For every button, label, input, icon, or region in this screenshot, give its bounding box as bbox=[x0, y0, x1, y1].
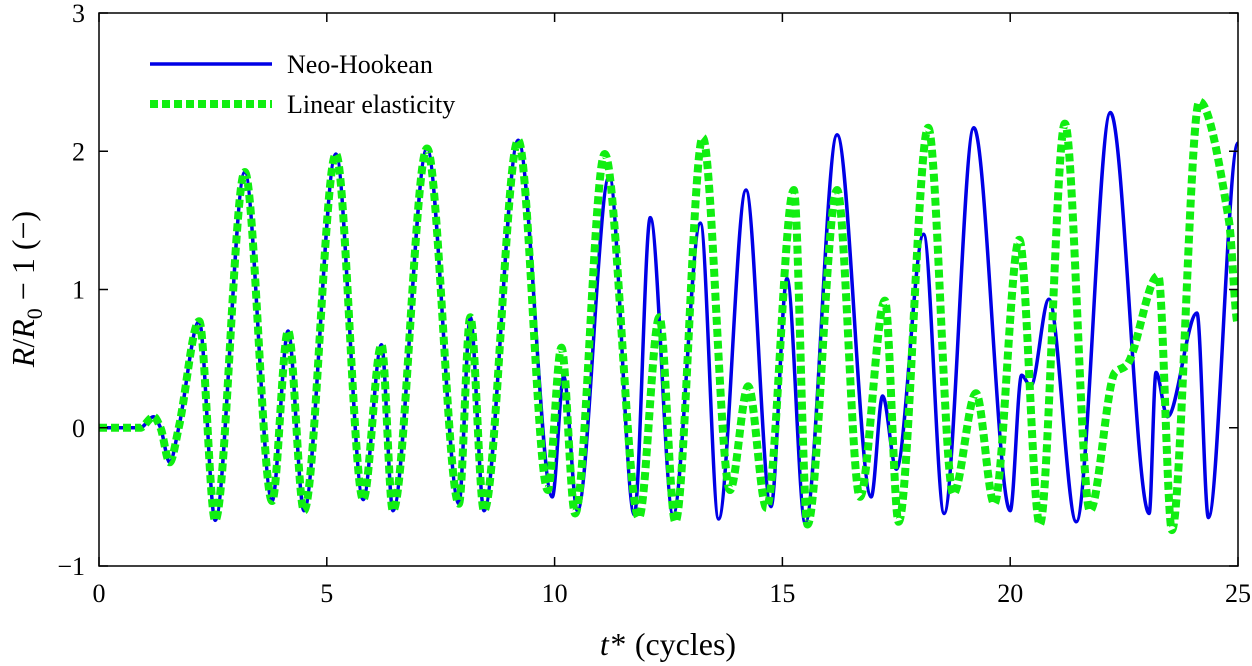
x-tick-label: 25 bbox=[1225, 579, 1251, 608]
x-axis-label: t* (cycles) bbox=[600, 626, 736, 662]
y-tick-label: 0 bbox=[72, 414, 85, 443]
plot-area bbox=[99, 97, 1238, 535]
y-axis-label: R/R0 − 1 (−) bbox=[5, 211, 47, 368]
y-tick-label: 3 bbox=[72, 0, 85, 28]
legend: Neo-Hookean Linear elasticity bbox=[150, 50, 455, 119]
y-tick-label: −1 bbox=[57, 552, 85, 581]
x-tick-label: 15 bbox=[769, 579, 795, 608]
x-tick-label: 0 bbox=[93, 579, 106, 608]
legend-label-neo-hookean: Neo-Hookean bbox=[287, 50, 433, 79]
series-line-linear-elasticity bbox=[99, 97, 1238, 535]
y-tick-label: 2 bbox=[72, 137, 85, 166]
x-tick-label: 5 bbox=[320, 579, 333, 608]
axis-ticks: 0 5 10 15 20 25 −1 0 1 2 3 bbox=[57, 0, 1251, 608]
legend-label-linear-elasticity: Linear elasticity bbox=[287, 90, 455, 119]
x-tick-label: 10 bbox=[542, 579, 568, 608]
x-tick-label: 20 bbox=[997, 579, 1023, 608]
y-tick-label: 1 bbox=[72, 276, 85, 305]
